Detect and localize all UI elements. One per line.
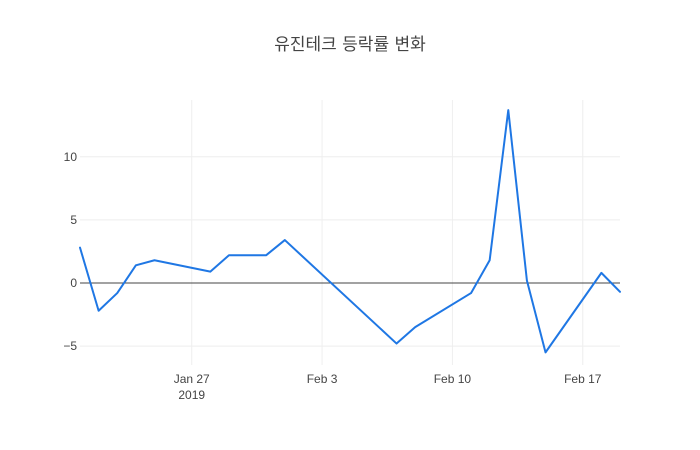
y-tick-label: 10 bbox=[64, 150, 78, 164]
x-tick-label: Feb 10 bbox=[434, 372, 472, 386]
x-tick-year-label: 2019 bbox=[178, 388, 205, 402]
series-line bbox=[79, 109, 621, 354]
y-gridlines bbox=[80, 156, 620, 347]
series-group bbox=[79, 109, 621, 354]
x-tick-labels: Jan 27 2019 Feb 3 Feb 10 Feb 17 bbox=[174, 372, 602, 402]
y-tick-labels: −5 0 5 10 bbox=[63, 150, 77, 353]
x-tick-label: Jan 27 bbox=[174, 372, 210, 386]
y-tick-label: 5 bbox=[70, 213, 77, 227]
x-tick-label: Feb 3 bbox=[307, 372, 338, 386]
x-tick-label: Feb 17 bbox=[564, 372, 602, 386]
x-gridlines bbox=[191, 100, 584, 365]
y-tick-label: −5 bbox=[63, 339, 77, 353]
chart-title: 유진테크 등락률 변화 bbox=[274, 35, 426, 55]
y-tick-label: 0 bbox=[70, 276, 77, 290]
